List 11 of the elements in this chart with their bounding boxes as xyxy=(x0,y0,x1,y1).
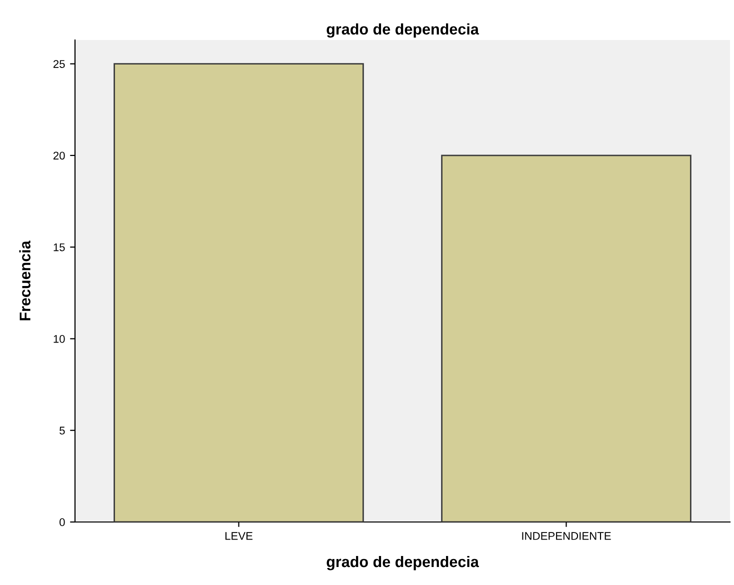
x-tick-label: INDEPENDIENTE xyxy=(522,532,611,540)
x-tick-label: LEVE xyxy=(225,532,252,540)
y-tick-label: 15 xyxy=(54,243,65,252)
y-tick-label: 25 xyxy=(53,60,65,68)
chart-title: grado de dependecia xyxy=(326,23,480,38)
y-axis-title: Frecuencia xyxy=(19,240,30,320)
x-axis-title: grado de dependecia xyxy=(326,556,480,570)
y-tick-label: 5 xyxy=(60,426,65,434)
y-tick-label: 0 xyxy=(60,518,65,526)
y-tick-label: 10 xyxy=(54,334,65,343)
y-tick-label: 20 xyxy=(53,152,65,160)
